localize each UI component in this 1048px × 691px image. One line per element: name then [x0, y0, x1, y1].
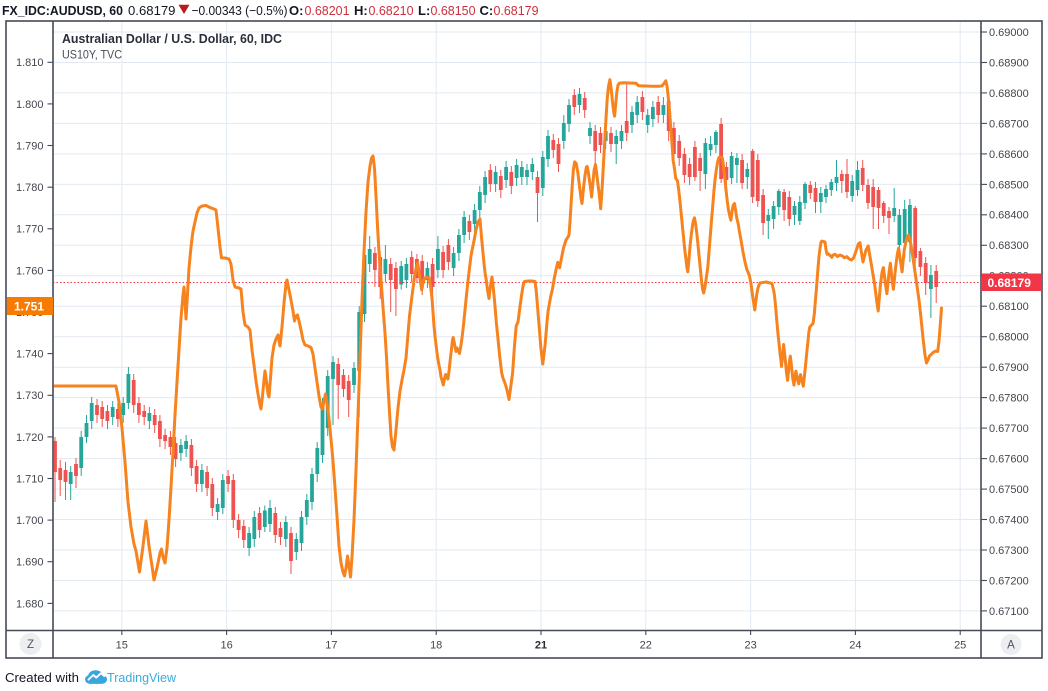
svg-text:21: 21	[535, 640, 547, 652]
svg-text:0.67300: 0.67300	[989, 545, 1029, 557]
svg-text:Created with: Created with	[5, 670, 79, 685]
svg-text:0.68500: 0.68500	[989, 179, 1029, 191]
svg-text:0.68300: 0.68300	[989, 240, 1029, 252]
svg-text:0.68201: 0.68201	[305, 3, 350, 18]
svg-text:1.680: 1.680	[16, 598, 44, 610]
svg-text:0.69000: 0.69000	[989, 27, 1029, 39]
svg-text:1.760: 1.760	[16, 265, 44, 277]
svg-text:22: 22	[640, 640, 652, 652]
svg-text:1.720: 1.720	[16, 432, 44, 444]
svg-text:0.68600: 0.68600	[989, 149, 1029, 161]
svg-text:Z: Z	[27, 639, 34, 651]
svg-text:0.68150: 0.68150	[431, 3, 476, 18]
svg-text:C:: C:	[480, 3, 494, 18]
svg-text:1.810: 1.810	[16, 57, 44, 69]
svg-text:0.68700: 0.68700	[989, 118, 1029, 130]
svg-text:0.68400: 0.68400	[989, 210, 1029, 222]
svg-text:FX_IDC:AUDUSD, 60: FX_IDC:AUDUSD, 60	[2, 3, 123, 18]
svg-text:Australian Dollar / U.S. Dolla: Australian Dollar / U.S. Dollar, 60, IDC	[62, 32, 282, 46]
svg-text:1.730: 1.730	[16, 390, 44, 402]
svg-text:−0.00343 (−0.5%): −0.00343 (−0.5%)	[192, 3, 288, 18]
svg-text:0.68800: 0.68800	[989, 88, 1029, 100]
svg-text:1.780: 1.780	[16, 182, 44, 194]
svg-text:TradingView: TradingView	[107, 670, 177, 685]
svg-text:L:: L:	[418, 3, 430, 18]
svg-text:16: 16	[220, 640, 232, 652]
svg-text:1.751: 1.751	[14, 300, 44, 314]
svg-text:1.800: 1.800	[16, 99, 44, 111]
svg-text:1.740: 1.740	[16, 349, 44, 361]
svg-text:US10Y, TVC: US10Y, TVC	[62, 48, 122, 62]
svg-text:24: 24	[849, 640, 861, 652]
svg-text:0.67900: 0.67900	[989, 362, 1029, 374]
svg-text:0.67400: 0.67400	[989, 514, 1029, 526]
svg-text:0.68900: 0.68900	[989, 57, 1029, 69]
svg-text:1.710: 1.710	[16, 473, 44, 485]
svg-text:1.690: 1.690	[16, 557, 44, 569]
svg-text:1.770: 1.770	[16, 224, 44, 236]
svg-text:0.67500: 0.67500	[989, 484, 1029, 496]
svg-text:1.790: 1.790	[16, 140, 44, 152]
svg-text:0.68000: 0.68000	[989, 332, 1029, 344]
svg-text:O:: O:	[289, 3, 303, 18]
svg-text:0.68179: 0.68179	[494, 3, 539, 18]
svg-text:17: 17	[325, 640, 337, 652]
svg-text:0.67700: 0.67700	[989, 423, 1029, 435]
svg-text:18: 18	[430, 640, 442, 652]
svg-text:H:: H:	[354, 3, 368, 18]
svg-text:23: 23	[744, 640, 756, 652]
svg-text:15: 15	[116, 640, 128, 652]
svg-text:0.68210: 0.68210	[369, 3, 414, 18]
svg-text:0.67600: 0.67600	[989, 454, 1029, 466]
svg-text:1.700: 1.700	[16, 515, 44, 527]
svg-text:0.67200: 0.67200	[989, 575, 1029, 587]
svg-text:0.68100: 0.68100	[989, 301, 1029, 313]
svg-text:25: 25	[954, 640, 966, 652]
svg-text:0.68179: 0.68179	[128, 3, 176, 18]
svg-text:0.67800: 0.67800	[989, 393, 1029, 405]
svg-text:0.67100: 0.67100	[989, 606, 1029, 618]
svg-text:A: A	[1007, 639, 1015, 651]
svg-text:0.68179: 0.68179	[988, 276, 1032, 290]
